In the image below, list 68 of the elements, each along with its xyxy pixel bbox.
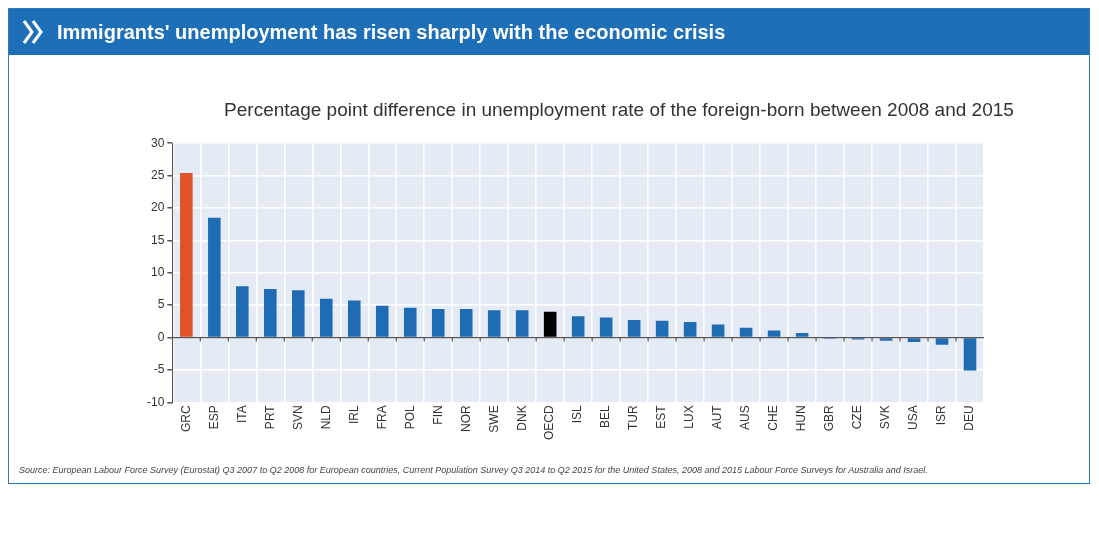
x-tick-label: GBR — [822, 405, 837, 432]
x-tick-label: CZE — [850, 405, 865, 430]
x-tick-label: GRC — [178, 405, 193, 432]
x-tick-label: PRT — [262, 404, 277, 430]
y-tick-label: 15 — [150, 232, 165, 247]
bar — [347, 300, 361, 337]
bar — [627, 320, 641, 337]
bar — [795, 333, 809, 337]
x-tick-label: POL — [402, 405, 417, 430]
x-tick-label: FRA — [374, 405, 389, 430]
x-tick-label: ISR — [934, 405, 949, 426]
bar — [683, 322, 697, 337]
bar — [599, 317, 613, 337]
bar — [208, 217, 221, 337]
x-tick-label: DEU — [962, 405, 977, 431]
x-tick-label: HUN — [794, 405, 809, 432]
chart-subtitle: Percentage point difference in unemployment rate of the foreign-born between 2008 and 2015 — [223, 99, 1015, 121]
bar — [963, 338, 977, 371]
x-tick-label: SWE — [486, 405, 501, 433]
bar — [180, 173, 193, 337]
bar — [907, 338, 921, 343]
bar — [431, 309, 445, 337]
bar — [515, 310, 529, 337]
x-tick-label: AUT — [710, 404, 725, 430]
bar — [935, 338, 949, 345]
y-tick-label: 25 — [150, 167, 165, 182]
bar — [375, 305, 389, 337]
x-tick-label: SVK — [878, 405, 893, 430]
y-tick-label: -5 — [153, 362, 165, 377]
x-tick-label: IRL — [346, 405, 361, 425]
y-tick-label: 0 — [157, 329, 165, 344]
bar — [459, 309, 473, 337]
y-tick-label: 5 — [157, 297, 165, 312]
x-tick-label: USA — [906, 405, 921, 431]
bar — [487, 310, 501, 337]
bar — [236, 286, 249, 337]
bar — [319, 298, 333, 337]
x-tick-label: SVN — [290, 405, 305, 431]
x-tick-label: ITA — [234, 405, 249, 424]
source-note: Source: European Labour Force Survey (Eurostat) Q3 2007 to Q2 2008 for European countries, Current Population Survey Q3 2014 to Q2 2015 for the United States, 2008 and 2015 Labour Force Surveys for Australia and Israel. — [19, 465, 929, 475]
x-tick-label: NOR — [458, 405, 473, 432]
bar — [767, 330, 781, 337]
x-tick-label: DNK — [514, 405, 529, 431]
x-tick-label: OECD — [542, 405, 557, 440]
x-tick-label: CHE — [766, 405, 781, 431]
x-tick-label: AUS — [738, 405, 753, 431]
x-tick-label: TUR — [626, 405, 641, 430]
x-tick-label: ISL — [570, 405, 585, 424]
bar — [711, 324, 725, 337]
bar — [879, 338, 893, 341]
y-tick-label: 30 — [150, 135, 165, 150]
y-tick-label: 20 — [150, 200, 165, 215]
x-tick-label: EST — [654, 404, 669, 429]
x-tick-label: LUX — [682, 405, 697, 429]
x-tick-label: BEL — [598, 405, 613, 429]
bar — [571, 316, 585, 337]
bar — [655, 320, 669, 337]
x-tick-label: NLD — [318, 405, 333, 430]
bar — [264, 288, 277, 337]
chart-title: Immigrants' unemployment has risen sharply with the economic crisis — [57, 20, 726, 44]
bar — [403, 307, 417, 337]
y-tick-label: 10 — [150, 265, 165, 280]
y-tick-label: -10 — [147, 394, 165, 409]
x-tick-label: ESP — [206, 405, 221, 430]
bar — [739, 327, 753, 337]
bar — [291, 290, 305, 337]
x-tick-label: FIN — [430, 405, 445, 425]
bar — [543, 311, 557, 337]
